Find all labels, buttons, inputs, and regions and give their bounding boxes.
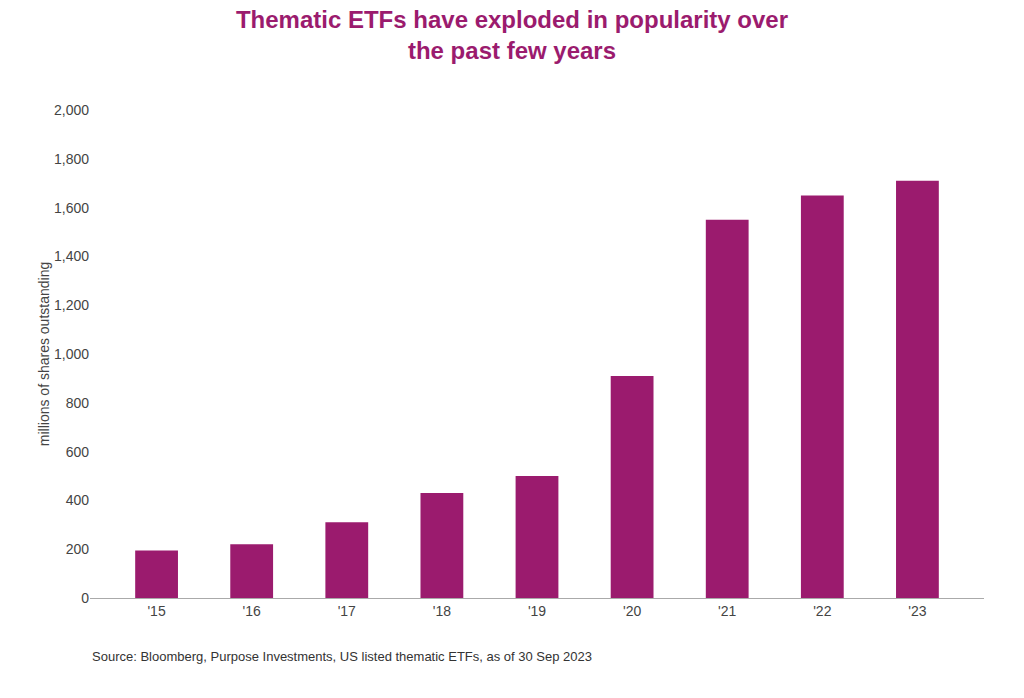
svg-text:'22: '22: [813, 603, 831, 619]
svg-text:'16: '16: [243, 603, 261, 619]
svg-text:800: 800: [66, 395, 90, 411]
svg-text:'23: '23: [908, 603, 926, 619]
svg-text:200: 200: [66, 541, 90, 557]
svg-text:1,400: 1,400: [54, 248, 89, 264]
svg-text:millions of shares outstanding: millions of shares outstanding: [36, 262, 52, 446]
svg-text:Thematic ETFs have exploded in: Thematic ETFs have exploded in popularit…: [236, 6, 788, 64]
svg-text:1,000: 1,000: [54, 346, 89, 362]
svg-text:600: 600: [66, 444, 90, 460]
svg-text:1,200: 1,200: [54, 297, 89, 313]
svg-text:1,800: 1,800: [54, 151, 89, 167]
svg-text:Source: Bloomberg, Purpose Inv: Source: Bloomberg, Purpose Investments, …: [92, 649, 592, 664]
svg-text:'21: '21: [718, 603, 736, 619]
svg-text:'20: '20: [623, 603, 641, 619]
svg-text:'19: '19: [528, 603, 546, 619]
svg-text:2,000: 2,000: [54, 102, 89, 118]
svg-text:0: 0: [81, 590, 89, 606]
svg-text:'15: '15: [147, 603, 165, 619]
svg-text:400: 400: [66, 492, 90, 508]
svg-text:'17: '17: [338, 603, 356, 619]
svg-text:'18: '18: [433, 603, 451, 619]
svg-text:1,600: 1,600: [54, 200, 89, 216]
